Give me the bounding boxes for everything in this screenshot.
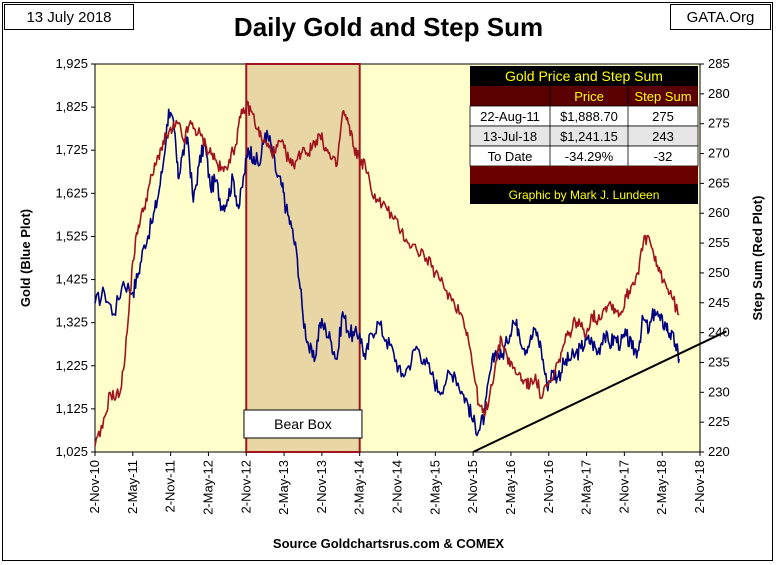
x-tick-label: 2-May-15 [427,460,442,515]
y2-tick-label: 220 [708,444,730,459]
chart-source: Source Goldchartsrus.com & COMEX [272,536,505,551]
y2-tick-label: 285 [708,56,730,71]
source-tag: GATA.Org [670,4,771,30]
x-tick-label: 2-Nov-18 [692,460,707,513]
gold-series-line [94,108,680,437]
y-tick-label: 1,125 [55,401,88,416]
table-cell: -34.29% [565,149,614,164]
y-tick-label: 1,425 [55,272,88,287]
table-title: Gold Price and Step Sum [505,68,663,84]
y-axis-title: Gold (Blue Plot) [18,209,33,307]
x-tick-label: 2-Nov-12 [238,460,253,513]
y2-tick-label: 240 [708,325,730,340]
y2-tick-label: 260 [708,205,730,220]
y-tick-label: 1,325 [55,315,88,330]
x-tick-label: 2-May-16 [503,460,518,515]
y2-tick-label: 250 [708,265,730,280]
table-cell: -32 [654,149,673,164]
x-tick-label: 2-May-13 [276,460,291,515]
x-tick-label: 2-Nov-13 [314,460,329,513]
y-tick-label: 1,925 [55,56,88,71]
x-tick-label: 2-May-14 [352,460,367,515]
table-header-bg [470,86,698,106]
bear-box-label: Bear Box [274,416,332,432]
y2-tick-label: 255 [708,235,730,250]
y-tick-label: 1,625 [55,185,88,200]
table-credit-bg [470,184,698,204]
table-cell: 13-Jul-18 [483,129,537,144]
table-spacer [470,166,698,184]
table-cell: 243 [652,129,674,144]
table-cell: $1,241.15 [560,129,618,144]
x-tick-label: 2-Nov-14 [390,460,405,513]
bear-box [245,63,361,453]
x-tick-label: 2-Nov-17 [616,460,631,513]
trendline [472,330,727,453]
x-tick-label: 2-Nov-15 [465,460,480,513]
x-tick-label: 2-Nov-16 [541,460,556,513]
y-tick-label: 1,025 [55,444,88,459]
y-tick-label: 1,725 [55,142,88,157]
y-tick-label: 1,825 [55,99,88,114]
x-tick-label: 2-May-17 [579,460,594,515]
table-header-cell: Step Sum [634,89,691,104]
y2-tick-label: 275 [708,116,730,131]
chart-title: Daily Gold and Step Sum [233,12,544,42]
table-cell: $1,888.70 [560,109,618,124]
y2-tick-label: 245 [708,295,730,310]
y2-tick-label: 265 [708,175,730,190]
table-cell: 275 [652,109,674,124]
table-credit: Graphic by Mark J. Lundeen [509,188,660,202]
x-tick-label: 2-May-12 [200,460,215,515]
x-tick-label: 2-Nov-11 [163,460,178,513]
y2-tick-label: 230 [708,384,730,399]
y2-axis-title: Step Sum (Red Plot) [750,196,765,321]
y-tick-label: 1,525 [55,228,88,243]
y2-tick-label: 225 [708,414,730,429]
y2-tick-label: 280 [708,86,730,101]
table-cell: 22-Aug-11 [480,109,540,124]
table-title-bg [470,66,698,86]
x-tick-label: 2-May-11 [125,460,140,514]
date-label: 13 July 2018 [4,4,134,30]
plot-layer: Bear Box 1,025 1,125 1,225 1,325 1,425 1,525 1,… [18,56,765,515]
y2-tick-label: 235 [708,354,730,369]
y-tick-label: 1,225 [55,358,88,373]
step-sum-series-line [94,100,680,447]
x-tick-label: 2-May-18 [654,460,669,515]
y2-tick-label: 270 [708,146,730,161]
table-cell: To Date [488,149,533,164]
bear-box-label-bg [243,409,363,439]
x-tick-label: 2-Nov-10 [87,460,102,513]
table-header-cell: Price [574,89,604,104]
